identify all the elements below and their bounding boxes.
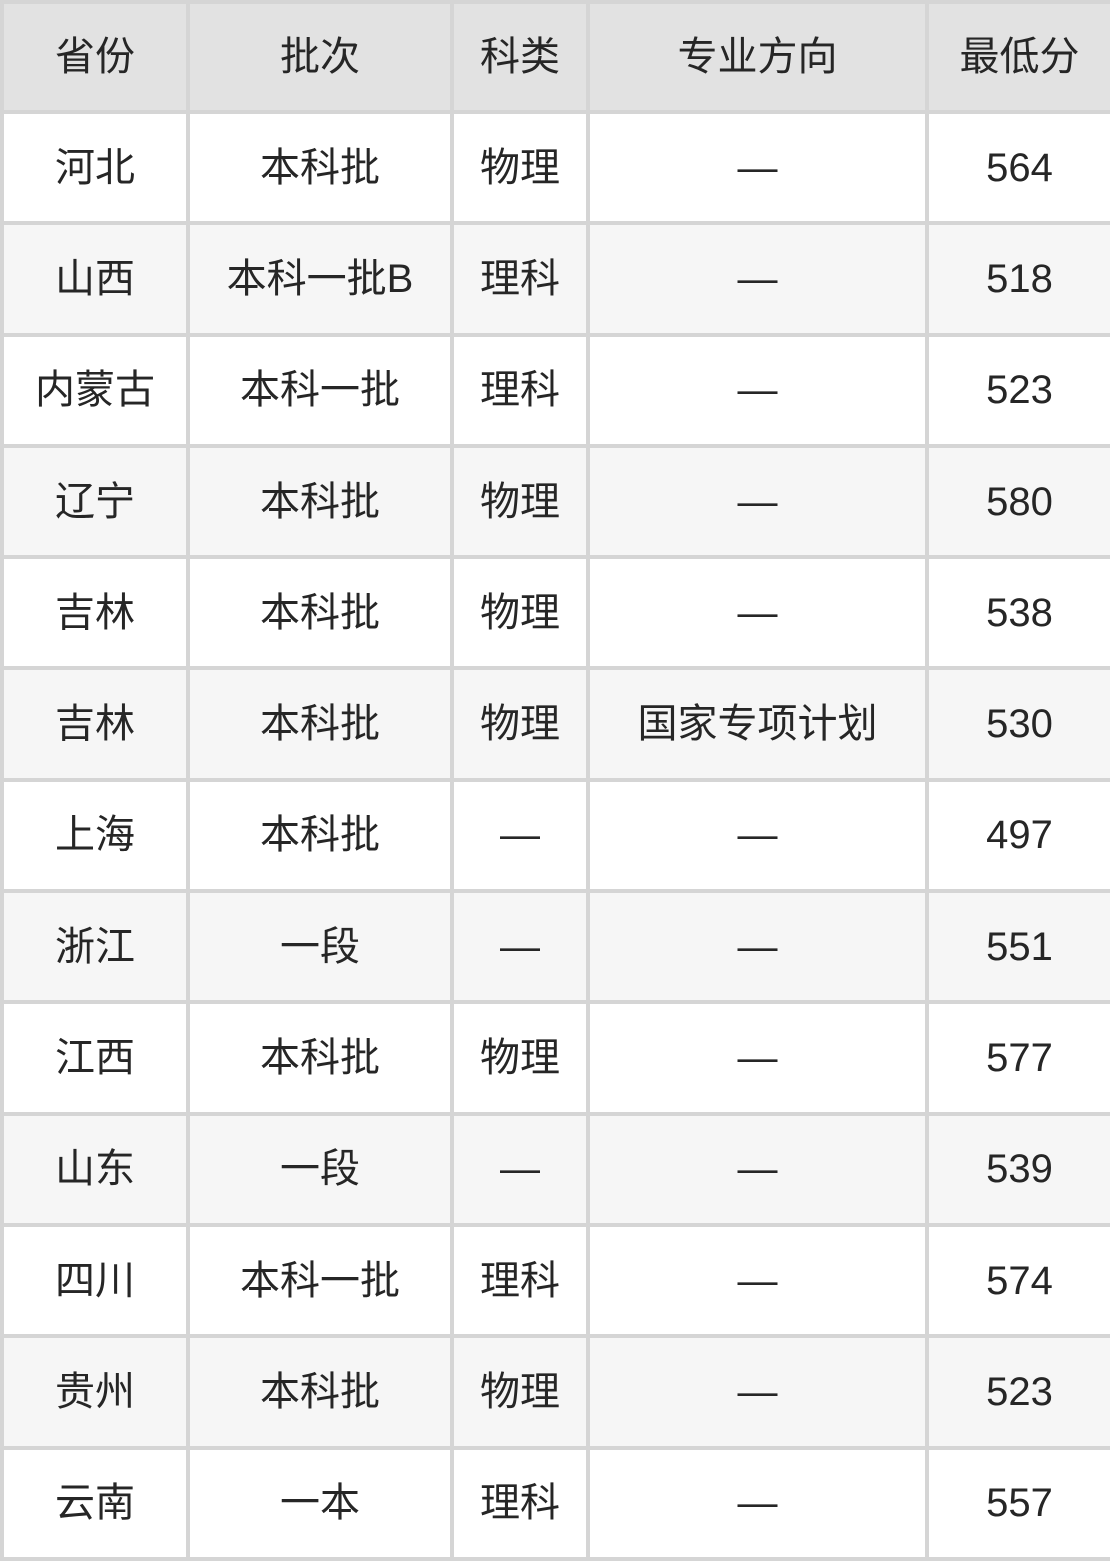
table-row: 云南 一本 理科 — 557 bbox=[0, 1445, 1110, 1561]
cell-province: 吉林 bbox=[0, 555, 190, 671]
cell-province: 山西 bbox=[0, 221, 190, 337]
cell-min-score: 574 bbox=[925, 1222, 1110, 1339]
cell-direction: — bbox=[586, 777, 929, 894]
table-row: 贵州 本科批 物理 — 523 bbox=[0, 1334, 1110, 1450]
cell-category: 物理 bbox=[450, 666, 590, 782]
cell-min-score: 518 bbox=[925, 221, 1110, 337]
cell-direction: — bbox=[586, 1334, 929, 1450]
cell-direction: — bbox=[586, 221, 929, 337]
header-batch: 批次 bbox=[186, 0, 454, 114]
cell-batch: 本科批 bbox=[186, 555, 454, 671]
cell-min-score: 557 bbox=[925, 1445, 1110, 1561]
table-row: 四川 本科一批 理科 — 574 bbox=[0, 1222, 1110, 1339]
cell-province: 河北 bbox=[0, 109, 190, 226]
cell-batch: 本科一批 bbox=[186, 332, 454, 448]
cell-province: 辽宁 bbox=[0, 443, 190, 560]
cell-province: 贵州 bbox=[0, 1334, 190, 1450]
table-row: 辽宁 本科批 物理 — 580 bbox=[0, 443, 1110, 560]
cell-direction: — bbox=[586, 1000, 929, 1116]
cell-direction: — bbox=[586, 889, 929, 1005]
cell-min-score: 539 bbox=[925, 1111, 1110, 1227]
cell-category: — bbox=[450, 889, 590, 1005]
cell-category: 物理 bbox=[450, 1334, 590, 1450]
cell-category: — bbox=[450, 1111, 590, 1227]
cell-batch: 本科批 bbox=[186, 1334, 454, 1450]
cell-min-score: 523 bbox=[925, 1334, 1110, 1450]
cell-min-score: 551 bbox=[925, 889, 1110, 1005]
cell-category: 理科 bbox=[450, 332, 590, 448]
cell-min-score: 523 bbox=[925, 332, 1110, 448]
cell-direction: — bbox=[586, 555, 929, 671]
cell-category: 物理 bbox=[450, 443, 590, 560]
table-row: 河北 本科批 物理 — 564 bbox=[0, 109, 1110, 226]
cell-category: 物理 bbox=[450, 555, 590, 671]
cell-min-score: 580 bbox=[925, 443, 1110, 560]
cell-category: — bbox=[450, 777, 590, 894]
cell-batch: 本科批 bbox=[186, 666, 454, 782]
cell-province: 山东 bbox=[0, 1111, 190, 1227]
cell-category: 物理 bbox=[450, 109, 590, 226]
cell-batch: 一段 bbox=[186, 1111, 454, 1227]
table-row: 山西 本科一批B 理科 — 518 bbox=[0, 221, 1110, 337]
cell-min-score: 497 bbox=[925, 777, 1110, 894]
cell-batch: 本科一批B bbox=[186, 221, 454, 337]
cell-category: 理科 bbox=[450, 221, 590, 337]
cell-category: 理科 bbox=[450, 1222, 590, 1339]
cell-province: 内蒙古 bbox=[0, 332, 190, 448]
cell-category: 物理 bbox=[450, 1000, 590, 1116]
cell-province: 江西 bbox=[0, 1000, 190, 1116]
cell-province: 吉林 bbox=[0, 666, 190, 782]
table-row: 吉林 本科批 物理 — 538 bbox=[0, 555, 1110, 671]
table-row: 江西 本科批 物理 — 577 bbox=[0, 1000, 1110, 1116]
header-province: 省份 bbox=[0, 0, 190, 114]
cell-batch: 本科批 bbox=[186, 1000, 454, 1116]
cell-batch: 一段 bbox=[186, 889, 454, 1005]
cell-batch: 本科批 bbox=[186, 109, 454, 226]
cell-direction: — bbox=[586, 1222, 929, 1339]
table-row: 上海 本科批 — — 497 bbox=[0, 777, 1110, 894]
cell-province: 四川 bbox=[0, 1222, 190, 1339]
table-row: 内蒙古 本科一批 理科 — 523 bbox=[0, 332, 1110, 448]
table-header-row: 省份 批次 科类 专业方向 最低分 bbox=[0, 0, 1110, 114]
cell-direction: — bbox=[586, 332, 929, 448]
cell-category: 理科 bbox=[450, 1445, 590, 1561]
cell-province: 云南 bbox=[0, 1445, 190, 1561]
header-category: 科类 bbox=[450, 0, 590, 114]
cell-min-score: 538 bbox=[925, 555, 1110, 671]
cell-direction: — bbox=[586, 1111, 929, 1227]
header-min-score: 最低分 bbox=[925, 0, 1110, 114]
cell-province: 上海 bbox=[0, 777, 190, 894]
cell-batch: 本科批 bbox=[186, 777, 454, 894]
cell-direction: — bbox=[586, 1445, 929, 1561]
cell-min-score: 564 bbox=[925, 109, 1110, 226]
header-direction: 专业方向 bbox=[586, 0, 929, 114]
table-row: 吉林 本科批 物理 国家专项计划 530 bbox=[0, 666, 1110, 782]
cell-batch: 一本 bbox=[186, 1445, 454, 1561]
table-row: 浙江 一段 — — 551 bbox=[0, 889, 1110, 1005]
cell-direction: — bbox=[586, 443, 929, 560]
cell-min-score: 577 bbox=[925, 1000, 1110, 1116]
cell-direction: — bbox=[586, 109, 929, 226]
cell-min-score: 530 bbox=[925, 666, 1110, 782]
cell-direction: 国家专项计划 bbox=[586, 666, 929, 782]
cell-province: 浙江 bbox=[0, 889, 190, 1005]
cell-batch: 本科一批 bbox=[186, 1222, 454, 1339]
table-row: 山东 一段 — — 539 bbox=[0, 1111, 1110, 1227]
cell-batch: 本科批 bbox=[186, 443, 454, 560]
